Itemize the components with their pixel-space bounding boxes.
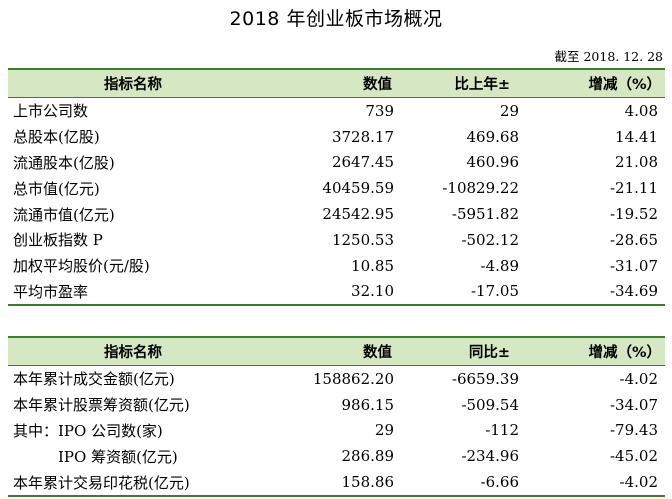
table-header-row: 指标名称 数值 比上年± 增减（%） [8, 68, 665, 98]
indicator-name-cell: 平均市盈率 [8, 278, 258, 307]
table-row: 其中：IPO 公司数(家) 29 -112 -79.43 [8, 418, 665, 444]
indicator-name-cell: 本年累计成交金额(亿元) [13, 370, 175, 389]
table-row: 流通股本(亿股) 2647.45 460.96 21.08 [8, 150, 665, 176]
yoy-change-cell: 469.68 [466, 127, 520, 146]
change-percent-cell: -34.69 [523, 278, 665, 307]
yoy-change-cell: -4.89 [480, 256, 519, 275]
indicator-name-cell: 总市值(亿元) [13, 179, 100, 198]
change-percent-cell: -21.11 [609, 179, 658, 198]
indicator-name-cell: 创业板指数 P [13, 231, 103, 250]
value-cell: 158862.20 [312, 369, 394, 388]
change-percent-cell: 14.41 [615, 127, 658, 146]
value-cell: 158.86 [258, 469, 398, 497]
indicator-name-cell: IPO 筹资额(亿元) [13, 447, 178, 466]
header-indicator-name: 指标名称 [8, 68, 258, 98]
value-cell: 32.10 [258, 278, 398, 307]
indicator-name-cell: 其中：IPO 公司数(家) [13, 421, 163, 440]
table-row: 本年累计股票筹资额(亿元) 986.15 -509.54 -34.07 [8, 392, 665, 418]
value-cell: 286.89 [341, 447, 395, 466]
change-percent-cell: -45.02 [609, 447, 658, 466]
trading-financing-table: 指标名称 数值 同比± 增减（%） 本年累计成交金额(亿元) 158862.20 -… [8, 336, 665, 497]
header-change-percent: 增减（%） [523, 336, 665, 366]
yoy-change-cell: -6.66 [398, 469, 523, 497]
table-row: 总市值(亿元) 40459.59 -10829.22 -21.11 [8, 175, 665, 201]
value-cell: 739 [365, 101, 394, 120]
table-row: 平均市盈率 32.10 -17.05 -34.69 [8, 278, 665, 307]
value-cell: 1250.53 [331, 230, 394, 249]
change-percent-cell: 4.08 [624, 101, 658, 120]
value-cell: 3728.17 [331, 127, 394, 146]
yoy-change-cell: -502.12 [461, 230, 519, 249]
header-value: 数值 [258, 336, 398, 366]
value-cell: 10.85 [351, 256, 394, 275]
table-header-row: 指标名称 数值 同比± 增减（%） [8, 336, 665, 366]
yoy-change-cell: -17.05 [398, 278, 523, 307]
yoy-change-cell: -10829.22 [442, 179, 519, 198]
indicator-name-cell: 加权平均股价(元/股) [13, 257, 150, 276]
indicator-name-cell: 流通市值(亿元) [13, 205, 115, 224]
change-percent-cell: -19.52 [609, 205, 658, 224]
table-row: 本年累计交易印花税(亿元) 158.86 -6.66 -4.02 [8, 469, 665, 497]
value-cell: 29 [374, 421, 394, 440]
yoy-change-cell: 460.96 [466, 153, 520, 172]
change-percent-cell: 21.08 [615, 153, 658, 172]
indicator-name-cell: 本年累计交易印花税(亿元) [8, 469, 258, 497]
yoy-change-cell: -6659.39 [451, 369, 519, 388]
table-row: 创业板指数 P 1250.53 -502.12 -28.65 [8, 227, 665, 253]
yoy-change-cell: 29 [499, 101, 519, 120]
as-of-date: 截至 2018. 12. 28 [554, 49, 664, 64]
table-row: IPO 筹资额(亿元) 286.89 -234.96 -45.02 [8, 443, 665, 469]
change-percent-cell: -34.07 [609, 395, 658, 414]
market-overview-table: 指标名称 数值 比上年± 增减（%） 上市公司数 739 29 4.08 总股本(亿股)… [8, 68, 665, 307]
yoy-change-cell: -112 [485, 421, 519, 440]
table-row: 加权平均股价(元/股) 10.85 -4.89 -31.07 [8, 253, 665, 279]
header-yoy-change: 同比± [398, 336, 523, 366]
table-row: 上市公司数 739 29 4.08 [8, 98, 665, 124]
change-percent-cell: -79.43 [609, 421, 658, 440]
indicator-name-cell: 流通股本(亿股) [13, 153, 115, 172]
value-cell: 2647.45 [331, 153, 394, 172]
table-row: 总股本(亿股) 3728.17 469.68 14.41 [8, 124, 665, 150]
page-title: 2018 年创业板市场概况 [229, 8, 443, 30]
change-percent-cell: -4.02 [619, 369, 658, 388]
value-cell: 40459.59 [322, 179, 394, 198]
change-percent-cell: -28.65 [609, 230, 658, 249]
table-row: 流通市值(亿元) 24542.95 -5951.82 -19.52 [8, 201, 665, 227]
value-cell: 24542.95 [322, 205, 394, 224]
yoy-change-cell: -509.54 [461, 395, 519, 414]
change-percent-cell: -4.02 [523, 469, 665, 497]
yoy-change-cell: -5951.82 [451, 205, 519, 224]
indicator-name-cell: 总股本(亿股) [13, 128, 100, 147]
indicator-name-cell: 本年累计股票筹资额(亿元) [13, 396, 190, 415]
header-change-percent: 增减（%） [523, 68, 665, 98]
header-yoy-change: 比上年± [398, 68, 523, 98]
header-value: 数值 [258, 68, 398, 98]
yoy-change-cell: -234.96 [461, 447, 519, 466]
indicator-name-cell: 上市公司数 [13, 102, 89, 121]
value-cell: 986.15 [341, 395, 395, 414]
table-row: 本年累计成交金额(亿元) 158862.20 -6659.39 -4.02 [8, 366, 665, 392]
header-indicator-name: 指标名称 [8, 336, 258, 366]
change-percent-cell: -31.07 [609, 256, 658, 275]
